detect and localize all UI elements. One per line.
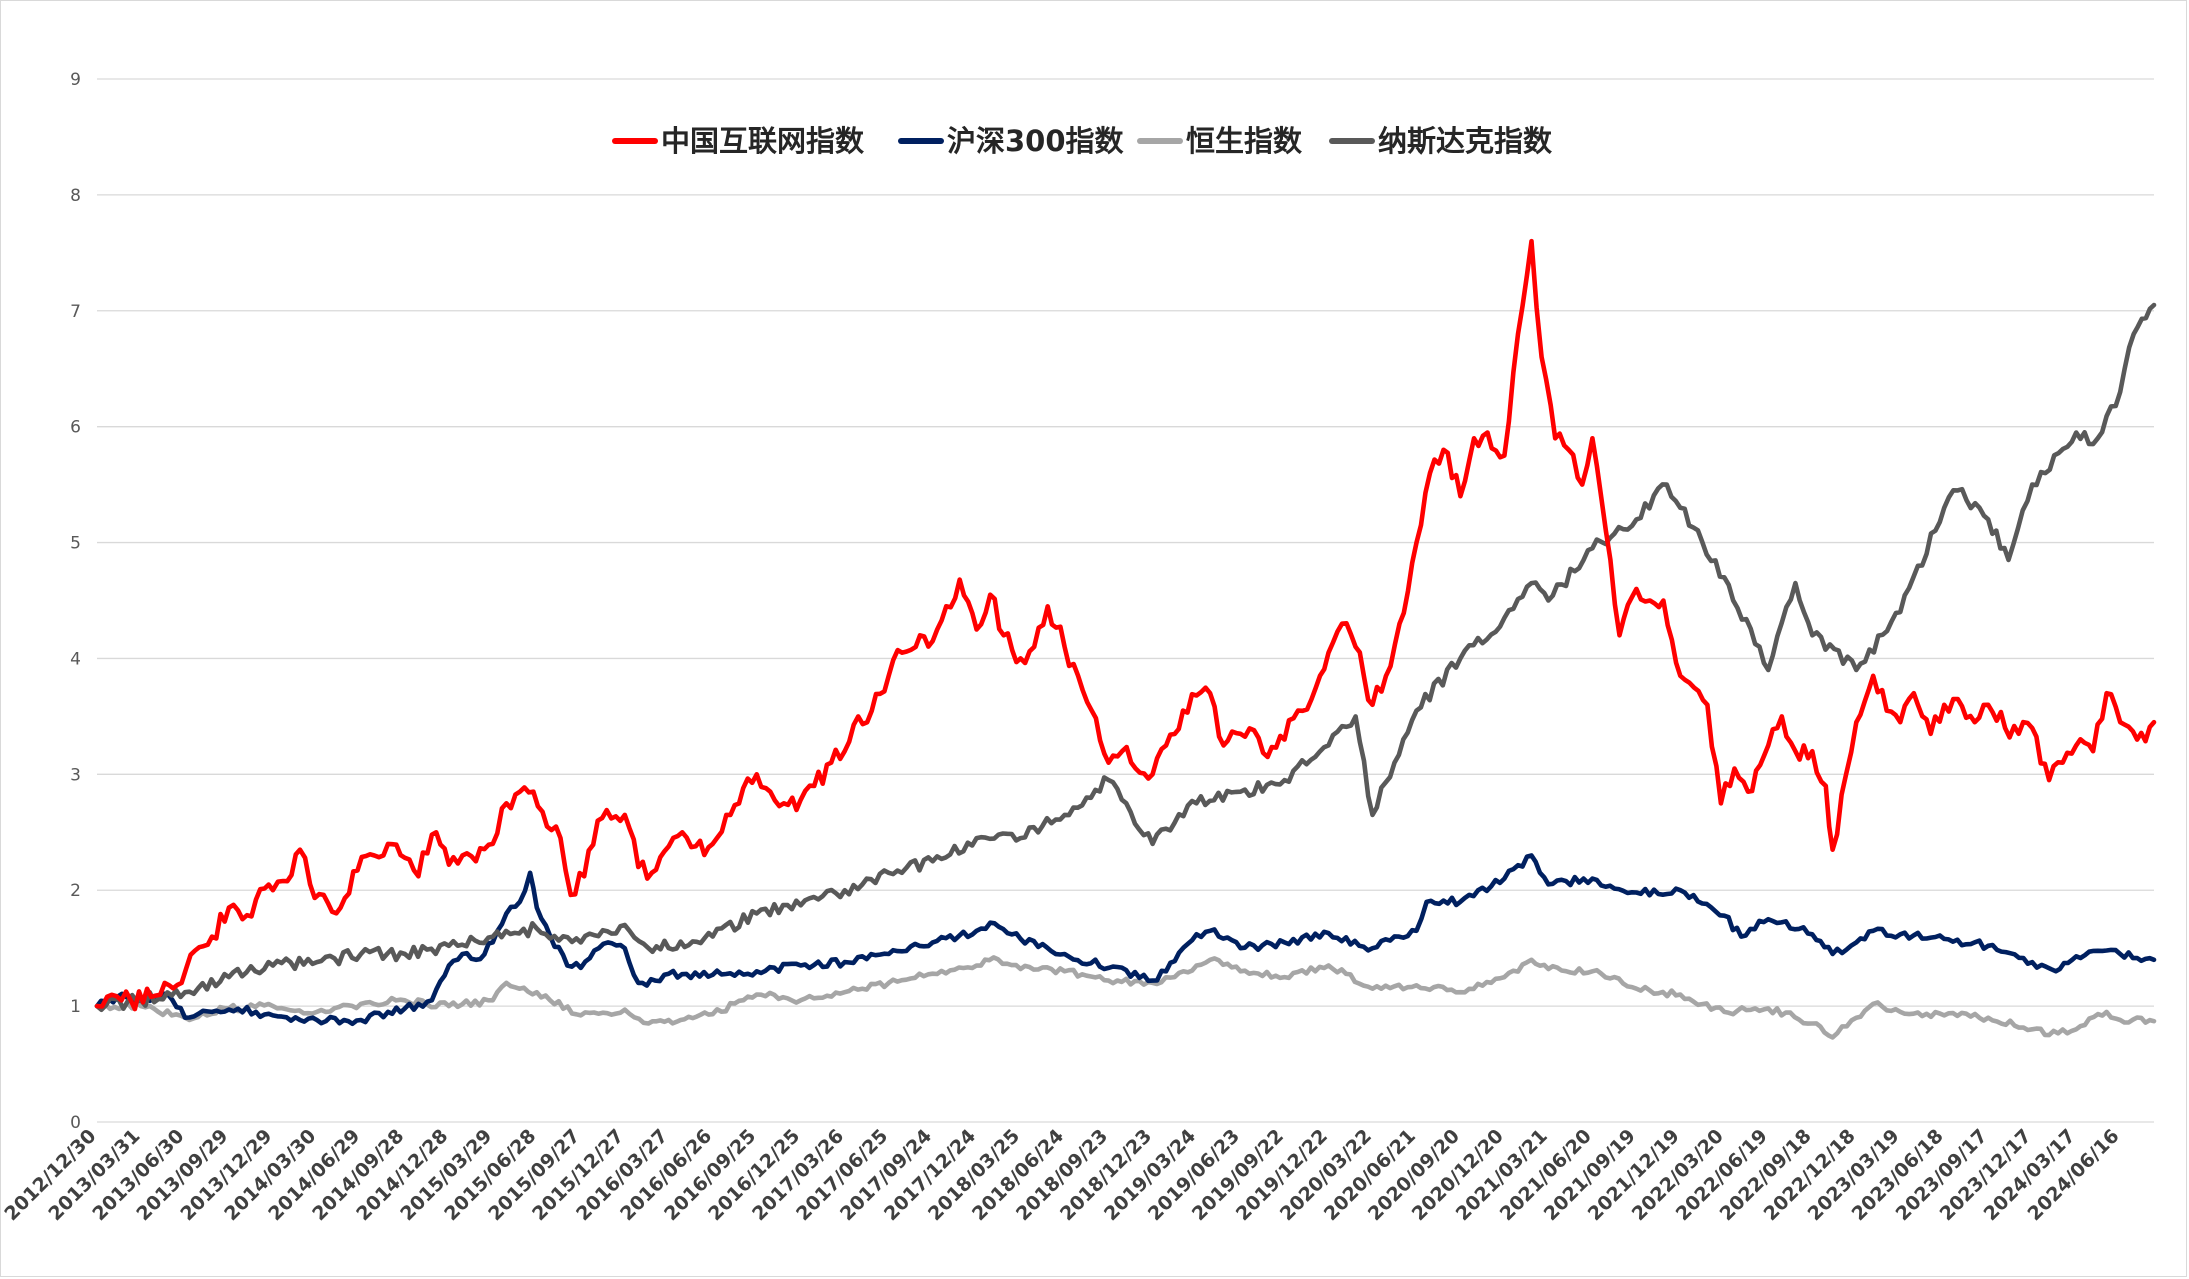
x-axis-ticks: 2012/12/302013/03/312013/06/302013/09/29…: [1, 1125, 2124, 1225]
legend-label: 纳斯达克指数: [1378, 124, 1553, 158]
series-line-1: [94, 238, 2157, 1012]
legend-label: 恒生指数: [1186, 124, 1303, 158]
series-line-2: [94, 853, 2157, 1027]
y-tick-label: 5: [70, 534, 81, 554]
series-line-4: [94, 302, 2157, 1012]
y-tick-label: 7: [70, 302, 81, 322]
legend-item-4: 纳斯达克指数: [1329, 124, 1553, 158]
y-tick-label: 0: [70, 1113, 81, 1133]
y-tick-label: 9: [70, 70, 81, 90]
y-tick-label: 4: [70, 649, 81, 669]
legend-item-3: 恒生指数: [1137, 124, 1303, 158]
series-line-3: [94, 955, 2157, 1040]
y-tick-label: 1: [70, 997, 81, 1017]
gridlines: [97, 78, 2154, 1123]
y-tick-label: 6: [70, 418, 81, 438]
legend-item-2: 沪深300指数: [898, 124, 1125, 158]
y-tick-label: 8: [70, 186, 81, 206]
legend-label: 中国互联网指数: [661, 124, 865, 158]
legend: 中国互联网指数 沪深300指数 恒生指数 纳斯达克指数: [612, 124, 1553, 158]
y-axis-ticks: 0 1 2 3 4 5 6 7 8 9: [70, 70, 81, 1133]
legend-item-1: 中国互联网指数: [612, 124, 865, 158]
y-tick-label: 2: [70, 881, 81, 901]
series-lines: [94, 238, 2157, 1040]
y-tick-label: 3: [70, 765, 81, 785]
legend-label: 沪深300指数: [947, 124, 1125, 158]
